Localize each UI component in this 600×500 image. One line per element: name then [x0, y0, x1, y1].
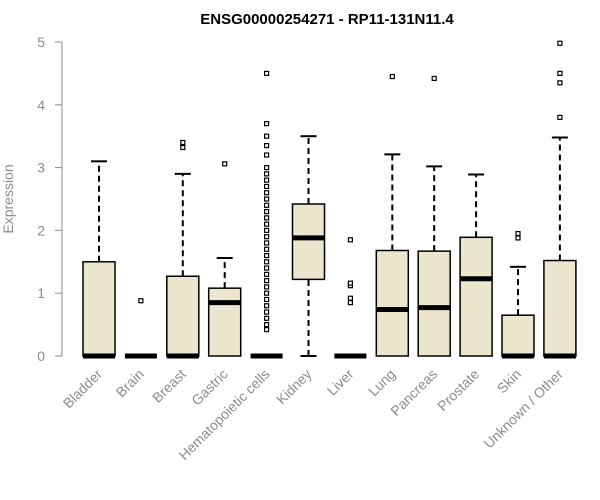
outlier-point: [264, 143, 270, 149]
box-iqr: [82, 261, 116, 357]
x-tick-label: Lung: [365, 366, 398, 399]
outlier-point: [264, 322, 270, 328]
chart-title: ENSG00000254271 - RP11-131N11.4: [200, 11, 454, 28]
y-tick-label: 2: [37, 222, 45, 238]
outlier-point: [264, 284, 270, 290]
box-iqr: [501, 314, 535, 357]
outlier-point: [347, 237, 353, 243]
outlier-point: [264, 196, 270, 202]
box-unknown-other: [543, 40, 577, 359]
outlier-point: [264, 202, 270, 208]
box-prostate: [459, 173, 493, 357]
outlier-point: [264, 259, 270, 265]
x-tick-label: Prostate: [434, 366, 482, 414]
outlier-point: [264, 315, 270, 321]
box-hematopoietic-cells: [250, 70, 283, 359]
outlier-point: [264, 234, 270, 240]
outlier-point: [347, 280, 353, 286]
outlier-point: [264, 290, 270, 296]
box-iqr: [207, 287, 242, 357]
box-iqr: [291, 203, 326, 281]
outlier-point: [264, 303, 270, 309]
box-iqr: [375, 249, 410, 357]
box-skin: [501, 230, 535, 359]
outlier-point: [138, 298, 144, 304]
x-tick-label: Brain: [113, 366, 147, 400]
y-tick-label: 1: [37, 285, 45, 301]
x-tick-label: Breast: [149, 366, 189, 406]
box-liver: [334, 237, 367, 359]
x-tick-label: Unknown / Other: [480, 366, 566, 452]
outlier-point: [264, 265, 270, 271]
box-iqr: [417, 250, 451, 357]
outlier-point: [515, 230, 521, 237]
outlier-point: [264, 240, 270, 246]
outlier-point: [264, 227, 270, 233]
outlier-point: [557, 40, 563, 46]
x-tick-label: Skin: [494, 366, 525, 397]
outlier-point: [180, 139, 186, 146]
y-tick-label: 4: [37, 97, 45, 113]
x-tick-label: Bladder: [60, 366, 106, 412]
box-kidney: [291, 135, 326, 357]
outlier-point: [389, 73, 395, 80]
outlier-point: [264, 208, 270, 215]
x-tick-label: Pancreas: [387, 366, 440, 419]
outlier-point: [515, 235, 521, 241]
outlier-point: [264, 252, 270, 259]
outlier-point: [264, 327, 270, 333]
outlier-point: [264, 152, 270, 158]
outlier-point: [347, 295, 353, 301]
x-tick-label: Kidney: [273, 366, 315, 408]
box-lung: [375, 73, 410, 357]
box-brain: [124, 298, 157, 359]
outlier-point: [264, 246, 270, 252]
box-pancreas: [417, 75, 451, 357]
outlier-point: [557, 80, 563, 86]
x-tick-label: Liver: [324, 366, 357, 399]
y-tick-label: 5: [37, 34, 45, 50]
outlier-point: [264, 271, 270, 277]
outlier-point: [222, 161, 228, 167]
outlier-point: [431, 75, 437, 82]
y-axis-label: Expression: [0, 164, 16, 233]
box-iqr: [543, 259, 577, 357]
outlier-point: [557, 114, 563, 120]
outlier-point: [264, 121, 270, 127]
outlier-point: [557, 70, 563, 77]
outlier-point: [264, 165, 270, 171]
outlier-point: [264, 70, 270, 77]
y-tick-label: 0: [37, 348, 45, 364]
y-axis: 0 1 2 3 4 5: [37, 34, 63, 364]
outlier-point: [264, 309, 270, 315]
outlier-point: [264, 190, 270, 196]
outlier-point: [264, 221, 270, 227]
box-breast: [166, 139, 200, 359]
outlier-point: [180, 144, 186, 151]
outlier-point: [264, 215, 270, 221]
outlier-point: [264, 133, 270, 139]
outlier-point: [347, 300, 353, 306]
outlier-point: [264, 296, 270, 303]
outlier-point: [264, 278, 270, 284]
outlier-point: [264, 177, 270, 183]
box-iqr: [166, 275, 200, 357]
boxes-group: [82, 40, 577, 359]
outlier-point: [264, 183, 270, 190]
outlier-point: [264, 171, 270, 177]
box-bladder: [82, 160, 116, 359]
box-gastric: [207, 161, 242, 357]
y-tick-label: 3: [37, 160, 45, 176]
box-iqr: [459, 236, 493, 357]
